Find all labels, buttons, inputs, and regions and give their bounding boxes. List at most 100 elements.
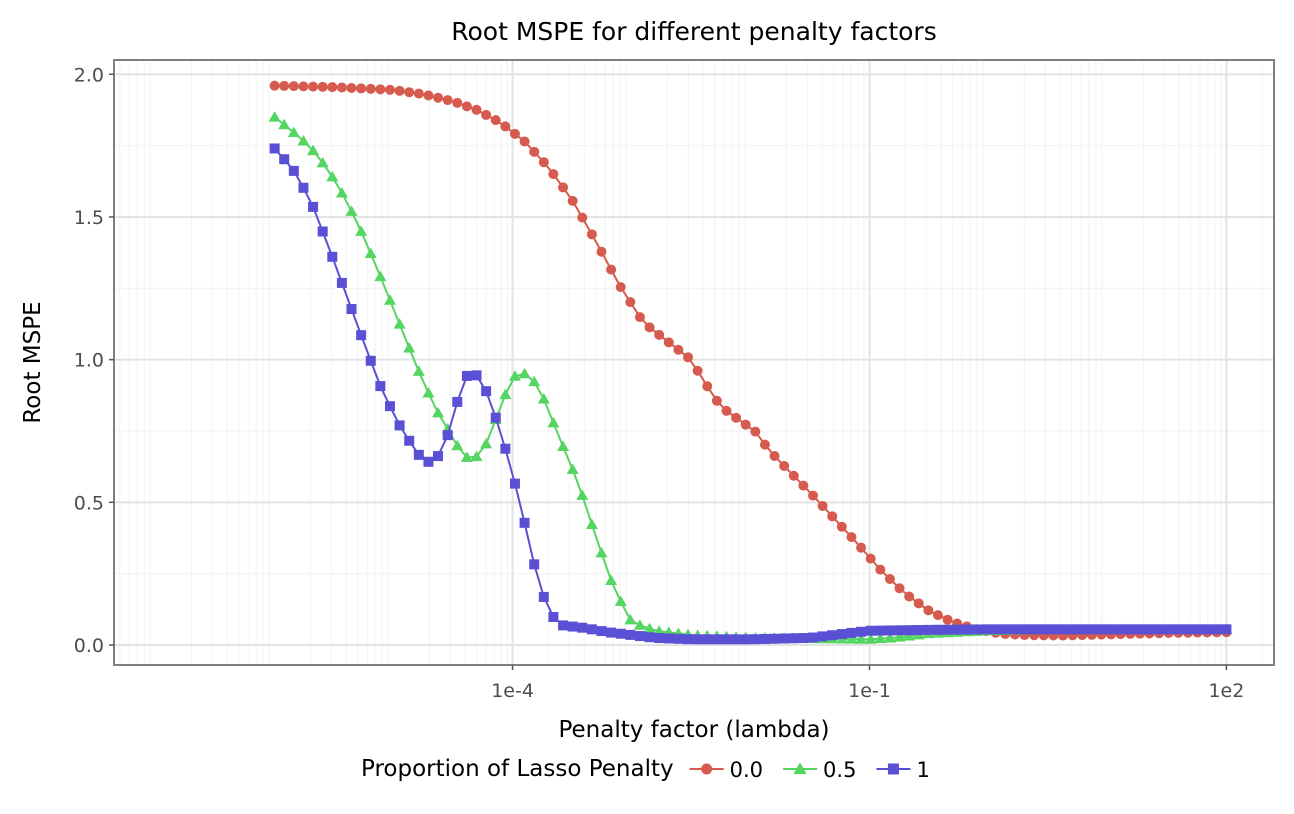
series-2-point [759,633,770,644]
series-2-point [846,627,857,638]
series-2-point [423,456,434,467]
series-1-point [566,463,579,475]
series-2-point [702,634,713,645]
legend-key-point [793,762,807,774]
series-1-point [335,186,348,198]
x-tick-label: 1e-4 [491,680,534,702]
legend-key-point [887,763,899,775]
series-1-point [374,270,387,282]
series-2-point [558,620,569,631]
series-0-point [442,95,453,106]
series-2-point [788,633,799,644]
series-0-point [798,480,809,491]
series-1-point [383,294,396,305]
series-2-point [740,634,751,645]
series-2-point [577,622,588,633]
series-0-point [846,532,857,543]
series-1-point [624,613,637,625]
series-2-point [567,621,578,632]
x-tick-label: 1e-1 [848,680,891,702]
series-0-point [788,470,799,481]
series-0-point [500,121,511,132]
series-0-point [875,564,886,575]
y-tick-label: 0.0 [74,635,104,657]
series-0-point [817,500,828,511]
series-1-point [307,144,320,156]
series-2-point [644,632,655,643]
series-2-point [1163,624,1174,635]
grid-major [114,60,1274,665]
series-1-point [480,437,493,449]
series-0-point [769,450,780,461]
series-layer [268,80,1233,645]
series-2-point [433,451,444,462]
y-tick-label: 1.5 [74,207,104,229]
series-0-point [750,426,761,437]
series-2-point [1067,624,1078,635]
series-0-point [673,344,684,355]
series-2-point [865,625,876,636]
series-1-point [874,632,887,644]
series-1-point [297,135,310,146]
series-2-point [317,226,328,237]
series-0-point [461,101,472,112]
series-1-point [403,341,416,353]
series-0-point [538,157,549,168]
series-0-point [836,521,847,532]
series-2-point [1115,624,1126,635]
series-2-point [932,624,943,635]
series-2-point [731,634,742,645]
series-0-point [308,81,319,92]
series-1-point [422,386,435,398]
series-1-point [278,118,291,130]
series-1-point [595,546,608,558]
series-0-point [644,322,655,333]
series-2-point [404,435,415,446]
series-0-point [404,87,415,98]
series-2-point [490,412,501,423]
series-2-point [1019,624,1030,635]
series-2-point [1000,624,1011,635]
series-1-point [316,156,329,168]
series-0-point [529,146,540,157]
series-2-point [1106,624,1117,635]
series-1-point [633,619,646,630]
series-2-point [615,628,626,639]
series-1-point [364,247,377,259]
series-1-point [412,365,425,376]
series-1-point [355,225,368,236]
series-2-point [1192,624,1203,635]
series-0-point [702,381,713,392]
series-0-point [384,84,395,95]
series-2-point [654,633,665,644]
series-2-point [990,624,1001,635]
chart-title: Root MSPE for different penalty factors [451,17,936,46]
series-0-point [365,83,376,94]
series-2-point [817,631,828,642]
series-0-point [779,460,790,471]
series-2-point [1134,624,1145,635]
series-2-point [269,143,280,154]
series-2-point [1057,624,1068,635]
series-0-point [394,85,405,96]
series-1-point [605,574,618,586]
plot-border [113,59,1275,666]
series-2-point [288,165,299,176]
legend-title: Proportion of Lasso Penalty [361,756,674,782]
series-2-point [779,633,790,644]
series-2-point [308,201,319,212]
series-0-point [346,82,357,93]
series-1-point [393,318,406,329]
series-2-point [1182,624,1193,635]
series-2-point [1048,624,1059,635]
series-1-point [326,170,339,182]
series-0-point [490,115,501,126]
y-tick-label: 2.0 [74,64,104,86]
series-0-point [481,109,492,120]
series-1-point [287,126,300,138]
series-2-point [1125,624,1136,635]
series-2-point [1173,624,1184,635]
series-0-point [433,92,444,103]
series-1-point [432,406,445,418]
series-1-point [470,450,483,462]
